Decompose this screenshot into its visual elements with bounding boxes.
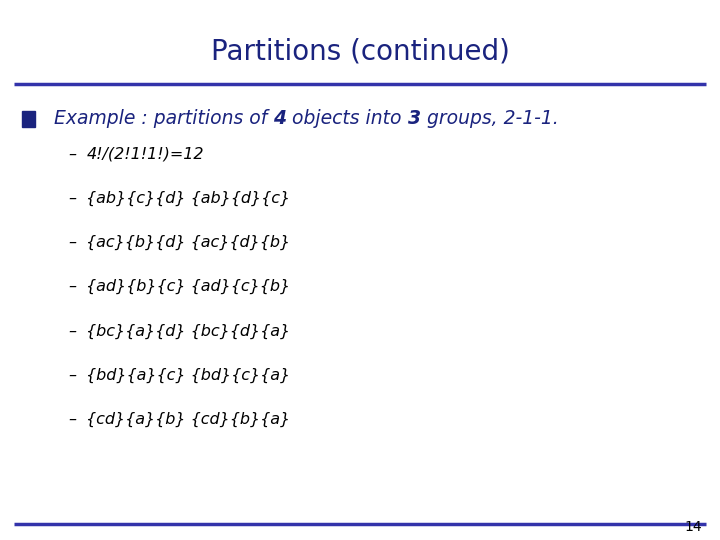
- Text: {ad}{b}{c} {ad}{c}{b}: {ad}{b}{c} {ad}{c}{b}: [86, 279, 291, 294]
- Text: {ac}{b}{d} {ac}{d}{b}: {ac}{b}{d} {ac}{d}{b}: [86, 235, 291, 250]
- Text: {bd}{a}{c} {bd}{c}{a}: {bd}{a}{c} {bd}{c}{a}: [86, 368, 291, 383]
- Text: 4!/(2!1!1!)=12: 4!/(2!1!1!)=12: [86, 146, 204, 161]
- Text: 4: 4: [274, 109, 287, 129]
- Text: Partitions (continued): Partitions (continued): [210, 37, 510, 65]
- Text: Example : partitions of: Example : partitions of: [54, 109, 274, 129]
- Text: –: –: [68, 368, 76, 383]
- Text: –: –: [68, 191, 76, 206]
- Text: {cd}{a}{b} {cd}{b}{a}: {cd}{a}{b} {cd}{b}{a}: [86, 412, 291, 427]
- Text: objects into: objects into: [287, 109, 408, 129]
- Text: {bc}{a}{d} {bc}{d}{a}: {bc}{a}{d} {bc}{d}{a}: [86, 323, 291, 339]
- Text: –: –: [68, 235, 76, 250]
- Text: –: –: [68, 412, 76, 427]
- Text: –: –: [68, 323, 76, 339]
- Text: –: –: [68, 279, 76, 294]
- Text: 14: 14: [685, 519, 702, 534]
- Bar: [22, 111, 35, 127]
- Text: groups, 2-1-1.: groups, 2-1-1.: [421, 109, 559, 129]
- Text: {ab}{c}{d} {ab}{d}{c}: {ab}{c}{d} {ab}{d}{c}: [86, 191, 291, 206]
- Text: –: –: [68, 146, 76, 161]
- Text: 3: 3: [408, 109, 421, 129]
